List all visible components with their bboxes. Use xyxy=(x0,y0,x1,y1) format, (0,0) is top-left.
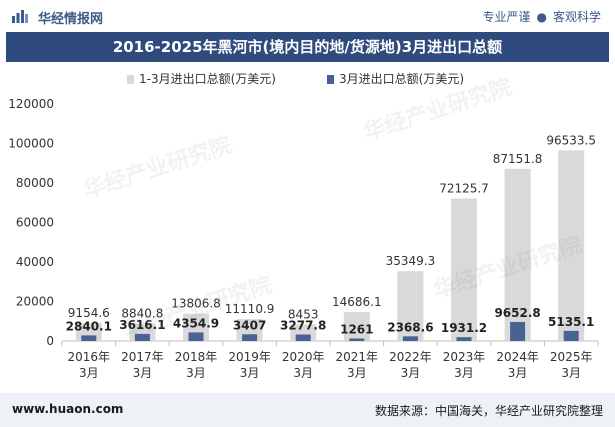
data-label-total: 9154.6 xyxy=(68,306,110,320)
data-label-month: 1261 xyxy=(340,323,373,337)
data-label-total: 14686.1 xyxy=(332,295,382,309)
slogan-right: 客观科学 xyxy=(552,10,601,24)
brand-logo-icon xyxy=(12,10,28,23)
x-tick-label: 2023年 xyxy=(443,350,486,364)
bar-month xyxy=(134,333,150,341)
data-label-month: 2840.1 xyxy=(66,319,112,333)
footer-url[interactable]: www.huaon.com xyxy=(12,402,124,416)
bar-chart: 1-3月进出口总额(万美元) 3月进出口总额(万美元) 0 20000 40000 600… xyxy=(8,72,599,380)
bar-month xyxy=(563,330,579,341)
x-tick-label: 3月 xyxy=(79,366,99,380)
data-label-total: 8453 xyxy=(288,307,319,321)
x-tick-label: 3月 xyxy=(347,366,367,380)
x-tick-label: 2016年 xyxy=(68,350,111,364)
y-tick-label: 120000 xyxy=(8,97,54,111)
data-label-month: 3277.8 xyxy=(280,319,326,333)
data-label-total: 72125.7 xyxy=(439,182,489,196)
y-tick-label: 100000 xyxy=(8,137,54,151)
chart-title: 2016-2025年黑河市(境内目的地/货源地)3月进出口总额 xyxy=(112,38,503,56)
legend-swatch-total xyxy=(127,75,134,84)
bar-month xyxy=(349,338,365,341)
x-tick-label: 3月 xyxy=(186,366,206,380)
bar-total xyxy=(451,198,477,341)
x-tick-label: 2018年 xyxy=(175,350,218,364)
legend-label-month: 3月进出口总额(万美元) xyxy=(339,72,464,86)
y-tick-label: 0 xyxy=(46,334,54,348)
bar-total xyxy=(504,168,531,341)
footer: www.huaon.com 数据来源：中国海关，华经产业研究院整理 xyxy=(0,393,615,427)
slogan-left: 专业严谨 xyxy=(482,10,531,24)
data-label-total: 11110.9 xyxy=(225,302,275,316)
data-label-month: 3616.1 xyxy=(119,318,165,332)
x-tick-label: 3月 xyxy=(401,366,421,380)
data-label-total: 8840.8 xyxy=(121,307,163,321)
x-tick-label: 2017年 xyxy=(121,350,164,364)
y-tick-label: 60000 xyxy=(16,216,54,230)
x-tick-label: 2021年 xyxy=(336,350,379,364)
data-label-month: 9652.8 xyxy=(494,306,540,320)
top-bar: 华经情报网 专业严谨 ● 客观科学 xyxy=(0,0,615,32)
x-tick-label: 3月 xyxy=(454,366,474,380)
data-label-month: 5135.1 xyxy=(548,315,594,329)
title-bar: 2016-2025年黑河市(境内目的地/货源地)3月进出口总额 xyxy=(6,32,609,62)
bar-month xyxy=(295,334,311,341)
data-label-month: 4354.9 xyxy=(173,316,219,330)
x-tick-label: 3月 xyxy=(508,366,528,380)
data-label-month: 3407 xyxy=(233,318,266,332)
y-tick-label: 40000 xyxy=(16,255,54,269)
x-tick-label: 2020年 xyxy=(282,350,325,364)
x-tick-label: 2019年 xyxy=(228,350,271,364)
brand-name: 华经情报网 xyxy=(38,12,104,27)
data-label-month: 1931.2 xyxy=(441,321,487,335)
bar-month xyxy=(510,321,526,341)
data-label-total: 96533.5 xyxy=(546,133,596,147)
data-label-total: 87151.8 xyxy=(493,152,543,166)
y-tick-label: 80000 xyxy=(16,176,54,190)
legend-label-total: 1-3月进出口总额(万美元) xyxy=(139,72,276,86)
bar-total xyxy=(558,150,585,341)
data-label-total: 13806.8 xyxy=(171,297,221,311)
x-tick-label: 2022年 xyxy=(389,350,432,364)
data-label-month: 2368.6 xyxy=(387,320,433,334)
x-tick-label: 3月 xyxy=(240,366,260,380)
x-tick-label: 3月 xyxy=(133,366,153,380)
slogan-separator: ● xyxy=(536,10,547,24)
bar-total xyxy=(343,311,370,341)
bar-month xyxy=(456,337,472,341)
bar-month xyxy=(81,335,97,341)
x-tick-label: 2025年 xyxy=(550,350,593,364)
x-tick-label: 3月 xyxy=(561,366,581,380)
x-tick-label: 3月 xyxy=(293,366,313,380)
legend-swatch-month xyxy=(327,75,334,84)
bar-month xyxy=(188,332,204,341)
slogan: 专业严谨 ● 客观科学 xyxy=(482,8,601,25)
bar-total xyxy=(397,271,424,341)
data-label-total: 35349.3 xyxy=(386,254,436,268)
y-tick-label: 20000 xyxy=(16,295,54,309)
bar-month xyxy=(402,336,418,341)
bar-month xyxy=(242,334,258,341)
data-source: 数据来源：中国海关，华经产业研究院整理 xyxy=(374,404,603,418)
x-tick-label: 2024年 xyxy=(496,350,539,364)
